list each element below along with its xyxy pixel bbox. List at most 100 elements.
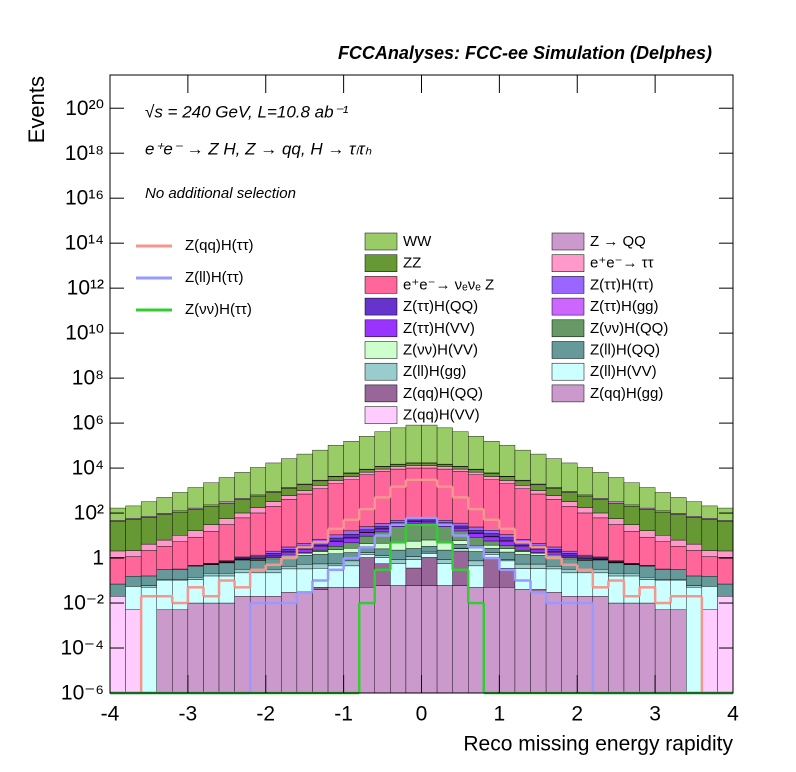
- bar-segment: [374, 555, 391, 558]
- bar-segment: [390, 585, 407, 694]
- bar-segment: [296, 484, 313, 491]
- bar-segment: [468, 469, 485, 473]
- bar-segment: [109, 507, 126, 521]
- legend-label: Z(νν)H(QQ): [590, 320, 668, 337]
- bar-segment: [109, 583, 126, 597]
- bar-segment: [405, 556, 422, 560]
- legend-label: Z(ll)H(VV): [590, 363, 657, 380]
- bar-segment: [374, 528, 391, 533]
- bar-segment: [203, 564, 220, 574]
- bar-segment: [499, 534, 516, 538]
- bar-segment: [608, 502, 625, 519]
- bar-segment: [327, 476, 344, 481]
- bar-segment: [374, 585, 391, 694]
- bar-segment: [717, 583, 734, 597]
- bar-segment: [390, 464, 407, 467]
- bar-segment: [203, 531, 220, 564]
- bar-segment: [483, 536, 500, 542]
- bar-segment: [359, 436, 375, 470]
- bar-segment: [218, 524, 235, 561]
- bar-segment: [483, 479, 500, 531]
- bar-segment: [436, 427, 453, 465]
- legend-swatch: [551, 276, 585, 294]
- bar-segment: [623, 531, 640, 564]
- bar-segment: [561, 550, 578, 554]
- bar-segment: [312, 549, 329, 552]
- bar-segment: [436, 549, 453, 560]
- bar-segment: [592, 512, 609, 519]
- bar-segment: [499, 548, 516, 553]
- bar-segment: [296, 543, 313, 547]
- bar-segment: [686, 575, 703, 586]
- bar-segment: [374, 543, 391, 550]
- bar-segment: [281, 495, 298, 500]
- bar-segment: [187, 509, 204, 531]
- bar-segment: [701, 576, 718, 587]
- bar-segment: [577, 556, 594, 559]
- bar-segment: [405, 540, 422, 549]
- bar-segment: [468, 533, 485, 538]
- bar-segment: [327, 587, 344, 694]
- bar-segment: [483, 473, 500, 477]
- bar-segment: [218, 573, 235, 577]
- x-tick-label: 0: [416, 703, 428, 726]
- bar-segment: [701, 556, 718, 577]
- legend-label: Z(νν)H(VV): [403, 341, 478, 358]
- bar-segment: [296, 592, 313, 694]
- bar-segment: [639, 577, 656, 580]
- bar-segment: [390, 559, 407, 564]
- y-tick-label: 10⁴: [72, 457, 104, 480]
- bar-segment: [187, 536, 204, 566]
- bar-segment: [577, 596, 594, 694]
- bar-segment: [312, 568, 329, 588]
- bar-segment: [452, 550, 469, 586]
- bar-segment: [359, 469, 375, 473]
- bar-segment: [670, 569, 687, 580]
- bar-segment: [249, 570, 266, 574]
- annotation: e⁺e⁻ → Z H, Z → qq, H → τₗτₕ: [145, 139, 372, 158]
- bar-segment: [234, 512, 251, 519]
- bar-segment: [654, 535, 671, 542]
- bar-segment: [561, 596, 578, 694]
- bar-segment: [577, 512, 594, 556]
- bar-segment: [561, 553, 578, 556]
- bar-segment: [312, 485, 329, 489]
- bar-segment: [514, 485, 531, 489]
- bar-segment: [452, 544, 469, 549]
- bar-segment: [499, 537, 516, 541]
- bar-segment: [172, 492, 189, 512]
- bar-segment: [436, 466, 453, 470]
- bar-segment: [452, 522, 469, 527]
- bar-segment: [468, 537, 485, 547]
- bar-segment: [686, 550, 703, 577]
- bar-segment: [390, 427, 407, 465]
- bar-segment: [623, 602, 640, 694]
- bar-segment: [561, 492, 578, 502]
- bar-segment: [390, 549, 407, 560]
- bar-segment: [608, 524, 625, 561]
- bar-segment: [608, 573, 625, 577]
- bar-segment: [561, 462, 578, 492]
- bar-segment: [545, 488, 562, 496]
- bar-segment: [499, 483, 516, 535]
- bar-segment: [608, 477, 625, 503]
- legend-swatch: [364, 384, 398, 403]
- annotation: No additional selection: [145, 185, 296, 202]
- bar-segment: [390, 520, 407, 523]
- x-tick-label: 2: [571, 703, 583, 726]
- bar-segment: [639, 602, 656, 694]
- legend-swatch: [551, 297, 585, 316]
- bar-segment: [140, 550, 157, 577]
- bar-segment: [421, 551, 438, 554]
- bar-segment: [281, 568, 298, 593]
- legend-label: e⁺e⁻→ νₑνₑ Z: [403, 276, 494, 293]
- bar-segment: [343, 530, 360, 535]
- bar-segment: [343, 473, 360, 477]
- plot-area: [109, 424, 734, 695]
- bar-segment: [670, 539, 687, 547]
- bar-segment: [374, 563, 391, 586]
- bar-segment: [327, 444, 344, 477]
- bar-segment: [452, 548, 469, 552]
- bar-segment: [717, 550, 734, 558]
- legend-label: Z(qq)H(QQ): [403, 385, 483, 402]
